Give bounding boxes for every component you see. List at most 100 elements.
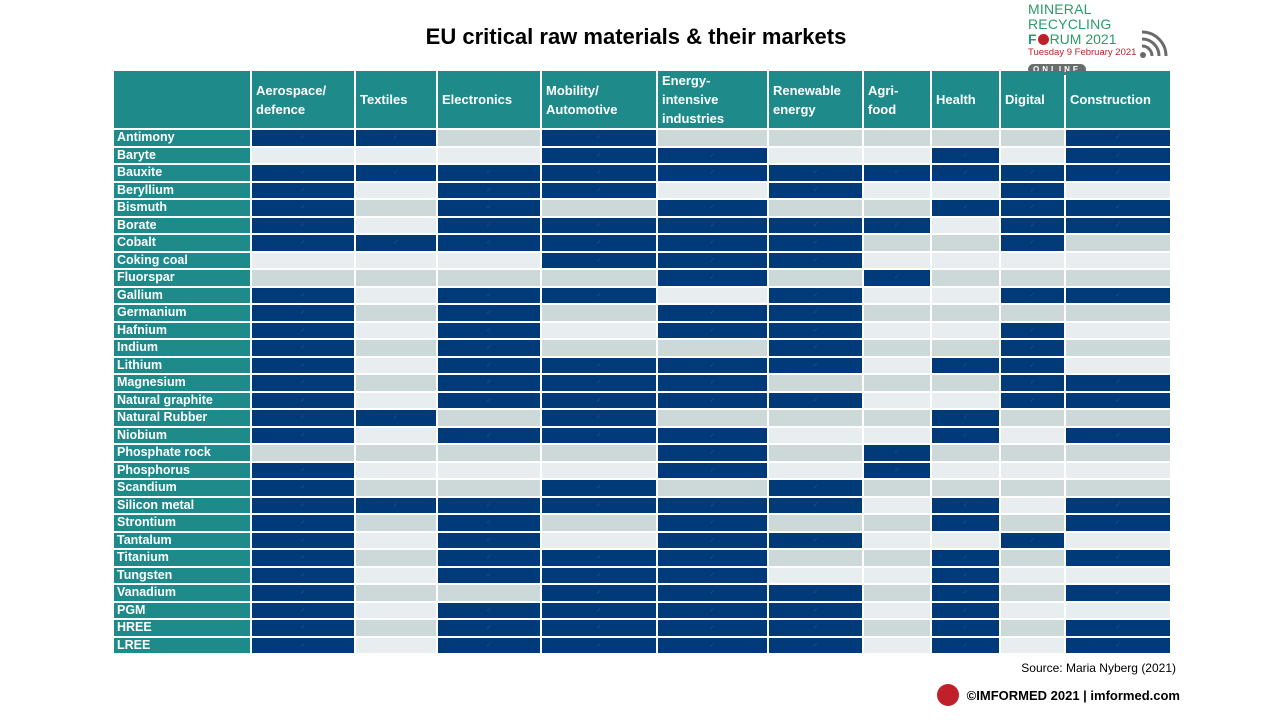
market-cell-used: ✓: [542, 392, 656, 408]
market-cell-unused: [1066, 305, 1170, 321]
market-cell-unused: [356, 322, 436, 338]
market-cell-used: ✓: [1066, 165, 1170, 181]
material-name: Strontium: [114, 515, 250, 531]
table-row: Coking coal ✓ ✓ ✓: [114, 252, 1170, 268]
market-cell-unused: [932, 392, 999, 408]
table-row: Silicon metal ✓ ✓ ✓ ✓ ✓ ✓ ✓ ✓: [114, 497, 1170, 513]
market-cell-unused: [1001, 410, 1064, 426]
market-cell-used: ✓: [932, 497, 999, 513]
market-cell-used: ✓: [252, 585, 354, 601]
market-cell-used: ✓: [769, 357, 862, 373]
market-cell-used: ✓: [252, 340, 354, 356]
market-cell-unused: [864, 235, 930, 251]
market-cell-used: ✓: [658, 445, 767, 461]
market-cell-used: ✓: [864, 445, 930, 461]
material-name: Natural graphite: [114, 392, 250, 408]
market-cell-used: ✓: [252, 497, 354, 513]
market-cell-used: ✓: [542, 252, 656, 268]
market-cell-unused: [542, 462, 656, 478]
market-cell-used: ✓: [658, 252, 767, 268]
table-row: Borate ✓ ✓ ✓ ✓ ✓ ✓ ✓ ✓: [114, 217, 1170, 233]
market-cell-used: ✓: [932, 200, 999, 216]
market-cell-unused: [932, 252, 999, 268]
market-cell-unused: [864, 392, 930, 408]
material-name: Coking coal: [114, 252, 250, 268]
market-cell-unused: [769, 462, 862, 478]
market-cell-unused: [356, 217, 436, 233]
market-cell-used: ✓: [1066, 427, 1170, 443]
market-cell-unused: [1001, 480, 1064, 496]
market-cell-unused: [932, 462, 999, 478]
market-cell-unused: [864, 620, 930, 636]
column-header: Mobility/ Automotive: [542, 71, 656, 128]
table-row: Baryte ✓ ✓ ✓ ✓: [114, 147, 1170, 163]
material-name: Hafnium: [114, 322, 250, 338]
table-row: Fluorspar ✓ ✓: [114, 270, 1170, 286]
market-cell-used: ✓: [1066, 620, 1170, 636]
market-cell-unused: [356, 182, 436, 198]
market-cell-used: ✓: [769, 322, 862, 338]
market-cell-unused: [864, 375, 930, 391]
logo-online-badge: ONLINE: [1028, 64, 1087, 75]
market-cell-used: ✓: [769, 497, 862, 513]
market-cell-used: ✓: [252, 637, 354, 653]
market-cell-unused: [1001, 515, 1064, 531]
market-cell-unused: [356, 375, 436, 391]
market-cell-unused: [1066, 445, 1170, 461]
market-cell-unused: [658, 130, 767, 146]
page-title: EU critical raw materials & their market…: [425, 24, 847, 49]
table-row: LREE ✓ ✓ ✓ ✓ ✓ ✓ ✓: [114, 637, 1170, 653]
market-cell-used: ✓: [1001, 235, 1064, 251]
table-row: Beryllium ✓ ✓ ✓ ✓ ✓: [114, 182, 1170, 198]
market-cell-used: ✓: [438, 515, 540, 531]
market-cell-used: ✓: [438, 165, 540, 181]
market-cell-unused: [542, 305, 656, 321]
market-cell-used: ✓: [438, 357, 540, 373]
table-row: Tantalum ✓ ✓ ✓ ✓ ✓: [114, 532, 1170, 548]
market-cell-used: ✓: [438, 200, 540, 216]
material-name: Magnesium: [114, 375, 250, 391]
market-cell-unused: [864, 305, 930, 321]
material-name: Scandium: [114, 480, 250, 496]
market-cell-unused: [932, 532, 999, 548]
market-cell-unused: [1066, 410, 1170, 426]
market-cell-unused: [1001, 602, 1064, 618]
market-cell-unused: [932, 235, 999, 251]
market-cell-used: ✓: [1001, 532, 1064, 548]
market-cell-unused: [356, 200, 436, 216]
material-name: Beryllium: [114, 182, 250, 198]
market-cell-unused: [1066, 357, 1170, 373]
material-name: Antimony: [114, 130, 250, 146]
market-cell-unused: [542, 515, 656, 531]
market-cell-used: ✓: [658, 200, 767, 216]
column-header: Health: [932, 71, 999, 128]
market-cell-unused: [864, 532, 930, 548]
market-cell-used: ✓: [658, 585, 767, 601]
market-cell-used: ✓: [252, 602, 354, 618]
market-cell-used: ✓: [658, 357, 767, 373]
market-cell-used: ✓: [438, 305, 540, 321]
market-cell-used: ✓: [932, 567, 999, 583]
material-name: Titanium: [114, 550, 250, 566]
market-cell-unused: [1066, 340, 1170, 356]
header-corner: [114, 71, 250, 128]
source-note: Source: Maria Nyberg (2021): [1021, 661, 1176, 675]
market-cell-used: ✓: [658, 305, 767, 321]
market-cell-used: ✓: [1001, 200, 1064, 216]
market-cell-unused: [438, 462, 540, 478]
market-cell-used: ✓: [542, 147, 656, 163]
market-cell-used: ✓: [1001, 375, 1064, 391]
market-cell-used: ✓: [252, 427, 354, 443]
market-cell-unused: [1066, 235, 1170, 251]
table-row: Niobium ✓ ✓ ✓ ✓ ✓ ✓: [114, 427, 1170, 443]
market-cell-used: ✓: [1001, 322, 1064, 338]
market-cell-unused: [438, 410, 540, 426]
market-cell-used: ✓: [438, 287, 540, 303]
market-cell-unused: [932, 375, 999, 391]
market-cell-unused: [864, 287, 930, 303]
market-cell-used: ✓: [658, 322, 767, 338]
market-cell-used: ✓: [542, 165, 656, 181]
material-name: Phosphate rock: [114, 445, 250, 461]
market-cell-used: ✓: [542, 235, 656, 251]
market-cell-used: ✓: [864, 270, 930, 286]
